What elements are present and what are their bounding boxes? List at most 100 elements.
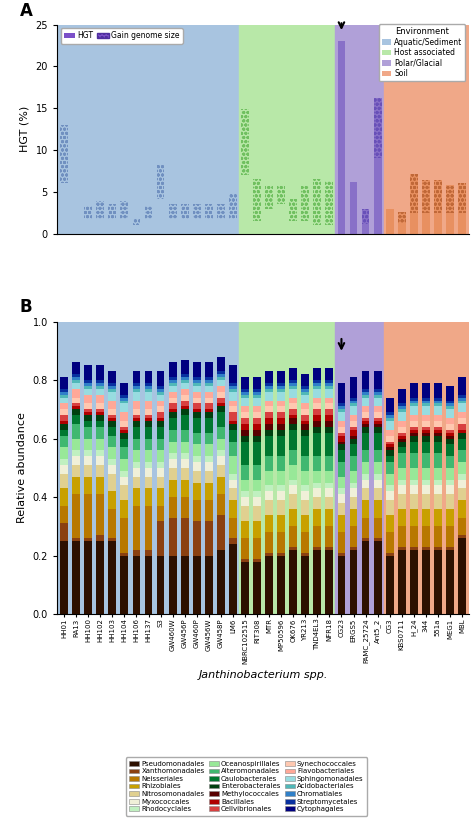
Bar bbox=[350, 421, 357, 427]
Bar bbox=[350, 456, 357, 471]
Bar bbox=[374, 427, 382, 432]
Bar bbox=[72, 377, 80, 380]
Bar bbox=[157, 450, 164, 462]
Bar bbox=[410, 486, 418, 494]
Bar bbox=[169, 412, 176, 419]
Bar bbox=[181, 374, 189, 377]
Bar bbox=[241, 175, 249, 233]
Bar bbox=[458, 412, 466, 419]
Bar bbox=[157, 462, 164, 468]
Bar bbox=[169, 419, 176, 430]
Bar bbox=[109, 386, 116, 389]
Bar bbox=[205, 456, 213, 462]
Bar bbox=[229, 473, 237, 480]
Bar bbox=[96, 427, 104, 439]
Bar bbox=[84, 383, 92, 386]
Bar bbox=[157, 395, 164, 400]
Bar bbox=[446, 509, 454, 527]
Bar bbox=[374, 462, 382, 473]
Bar bbox=[96, 219, 104, 233]
Bar bbox=[217, 205, 225, 219]
Bar bbox=[362, 371, 369, 389]
Bar bbox=[181, 395, 189, 400]
Bar bbox=[446, 404, 454, 406]
Bar bbox=[277, 514, 285, 532]
Bar bbox=[181, 380, 189, 383]
Bar bbox=[386, 412, 393, 415]
Bar bbox=[362, 406, 369, 412]
Bar bbox=[337, 503, 346, 514]
Bar bbox=[72, 380, 80, 383]
Bar bbox=[72, 404, 80, 406]
Bar bbox=[120, 383, 128, 395]
Bar bbox=[313, 369, 321, 380]
Bar bbox=[120, 404, 128, 412]
Bar bbox=[277, 371, 285, 383]
Bar bbox=[326, 456, 333, 471]
Bar bbox=[60, 473, 68, 488]
Bar bbox=[458, 518, 466, 535]
Bar bbox=[386, 445, 393, 447]
Bar bbox=[434, 494, 442, 509]
Bar bbox=[386, 450, 393, 456]
Bar bbox=[265, 391, 273, 400]
Bar bbox=[289, 465, 297, 480]
Bar bbox=[157, 521, 164, 556]
Bar bbox=[446, 185, 454, 213]
Bar bbox=[265, 383, 273, 386]
Bar bbox=[446, 456, 454, 468]
Bar bbox=[181, 204, 189, 219]
Bar bbox=[241, 109, 249, 175]
Bar bbox=[350, 497, 357, 509]
Bar bbox=[422, 494, 430, 509]
Bar bbox=[229, 389, 237, 391]
Bar bbox=[362, 541, 369, 614]
Bar bbox=[253, 562, 261, 614]
Bar bbox=[289, 383, 297, 386]
Bar bbox=[337, 532, 346, 553]
Bar bbox=[229, 424, 237, 430]
Bar bbox=[386, 397, 393, 412]
Bar bbox=[96, 410, 104, 412]
Bar bbox=[217, 386, 225, 391]
Bar bbox=[109, 541, 116, 614]
Bar bbox=[386, 500, 393, 514]
Bar bbox=[96, 456, 104, 465]
Bar bbox=[326, 427, 333, 432]
Bar bbox=[96, 439, 104, 450]
Bar bbox=[241, 424, 249, 430]
Bar bbox=[157, 400, 164, 406]
Bar bbox=[120, 412, 128, 421]
Bar bbox=[383, 322, 468, 614]
Bar bbox=[60, 436, 68, 447]
Bar bbox=[169, 391, 176, 397]
Bar bbox=[326, 225, 333, 233]
Bar bbox=[145, 488, 153, 506]
Bar bbox=[350, 406, 357, 415]
Bar bbox=[289, 550, 297, 614]
Bar bbox=[145, 421, 153, 427]
Bar bbox=[289, 386, 297, 389]
Bar bbox=[145, 415, 153, 419]
Bar bbox=[458, 404, 466, 412]
Bar bbox=[84, 389, 92, 395]
Bar bbox=[337, 421, 346, 427]
Bar bbox=[326, 482, 333, 488]
Bar bbox=[277, 486, 285, 491]
Bar bbox=[398, 427, 406, 432]
Bar bbox=[386, 491, 393, 500]
Bar bbox=[362, 391, 369, 395]
Bar bbox=[398, 527, 406, 547]
Bar bbox=[217, 397, 225, 404]
Bar bbox=[60, 459, 68, 465]
Bar bbox=[217, 450, 225, 456]
Bar bbox=[84, 541, 92, 614]
Bar bbox=[301, 436, 309, 456]
Bar bbox=[398, 439, 406, 441]
Bar bbox=[277, 386, 285, 389]
Bar bbox=[241, 377, 249, 389]
Bar bbox=[72, 374, 80, 377]
Bar bbox=[398, 447, 406, 453]
Bar bbox=[169, 556, 176, 614]
Bar bbox=[96, 380, 104, 383]
